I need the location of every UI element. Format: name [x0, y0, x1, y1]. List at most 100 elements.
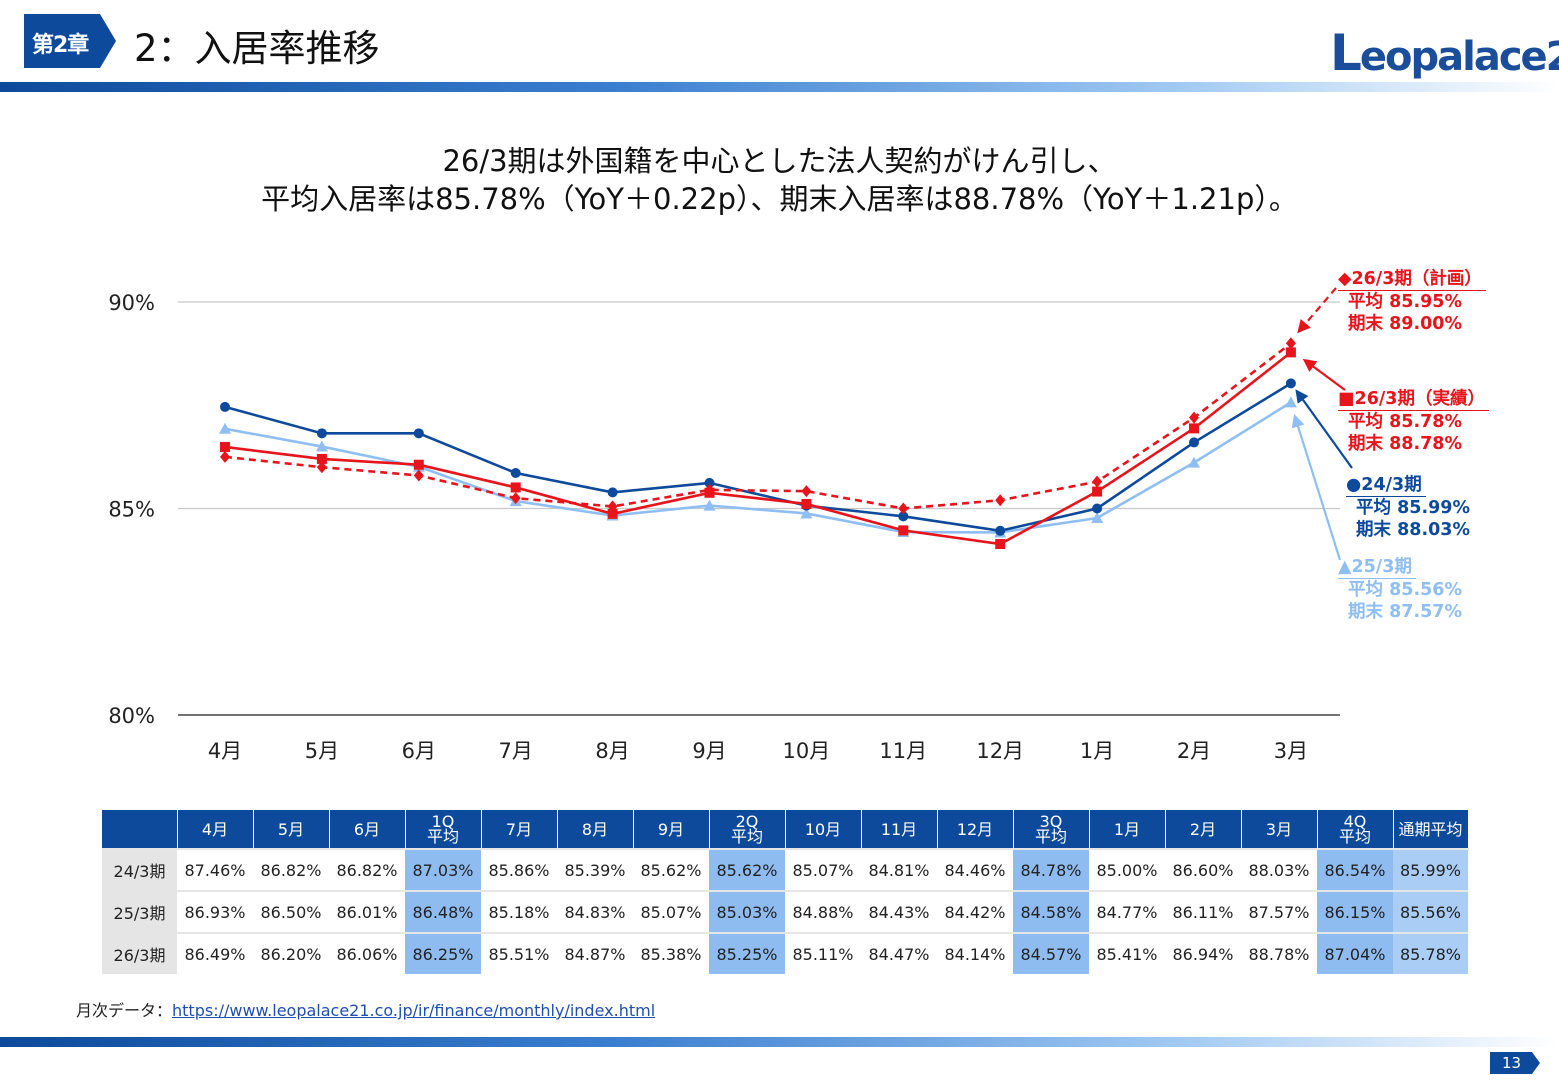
table-cell: 85.56%: [1393, 890, 1468, 933]
table-cell: 86.15%: [1317, 890, 1393, 933]
x-tick-label: 1月: [1080, 739, 1114, 763]
table-cell: 84.58%: [1013, 890, 1089, 933]
annotation-fy25: ▲25/3期 平均 85.56% 期末 87.57%: [1338, 556, 1462, 623]
table-cell: 86.60%: [1165, 848, 1241, 891]
x-tick-label: 4月: [208, 739, 242, 763]
table-body: 24/3期 87.46% 86.82% 86.82% 87.03% 85.86% 85.39…: [102, 848, 1468, 974]
table-cell: 84.46%: [937, 848, 1013, 891]
data-point: [801, 485, 812, 498]
data-point: [995, 494, 1006, 507]
annotation-plan-title: ◆26/3期（計画）: [1338, 268, 1486, 291]
table-row-label: 25/3期: [102, 890, 177, 933]
source-note: 月次データ：https://www.leopalace21.co.jp/ir/f…: [76, 997, 655, 1021]
data-point: [800, 507, 813, 519]
table-cell: 85.38%: [633, 932, 709, 974]
table-cell: 84.57%: [1013, 932, 1089, 974]
table-cell: 84.87%: [557, 932, 633, 974]
table-cell: 88.78%: [1241, 932, 1317, 974]
data-point: [898, 511, 909, 522]
annotation-actual: ■26/3期（実績） 平均 85.78% 期末 88.78%: [1338, 388, 1489, 455]
table-cell: 85.99%: [1393, 848, 1468, 891]
data-point: [219, 422, 231, 434]
annotation-fy25-title: ▲25/3期: [1338, 556, 1416, 579]
table-header-cell: 6月: [329, 810, 406, 849]
x-tick-label: 2月: [1177, 739, 1211, 763]
table-cell: 84.43%: [861, 890, 937, 933]
x-tick-label: 5月: [305, 739, 339, 763]
source-link[interactable]: https://www.leopalace21.co.jp/ir/finance…: [172, 1001, 656, 1020]
x-tick-label: 12月: [976, 739, 1024, 763]
data-point: [1188, 456, 1200, 468]
headline: 26/3期は外国籍を中心とした法人契約がけん引し、 平均入居率は85.78%（Y…: [0, 142, 1559, 218]
data-point: [1092, 475, 1103, 488]
table-cell: 85.41%: [1089, 932, 1165, 974]
table-header-cell: 4Q 平均: [1317, 810, 1394, 849]
table-header-cell: 4月: [177, 810, 254, 849]
series-line: [224, 351, 1292, 546]
table-cell: 85.11%: [785, 932, 861, 974]
data-point: [607, 487, 618, 498]
annotation-plan: ◆26/3期（計画） 平均 85.95% 期末 89.00%: [1338, 268, 1486, 335]
data-point: [316, 428, 327, 439]
callout-arrow-actual: [1302, 358, 1346, 391]
table-row: 25/3期 86.93% 86.50% 86.01% 86.48% 85.18% 84.83…: [102, 890, 1468, 933]
table-cell: 85.25%: [709, 932, 785, 974]
table-cell: 85.62%: [633, 848, 709, 891]
table-cell: 86.11%: [1165, 890, 1241, 933]
table-cell: 87.57%: [1241, 890, 1317, 933]
table-cell: 84.14%: [937, 932, 1013, 974]
table-cell: 85.51%: [481, 932, 557, 974]
page-number-shape: [1490, 1052, 1540, 1074]
headline-line-2: 平均入居率は85.78%（YoY＋0.22p）、期末入居率は88.78%（YoY…: [261, 182, 1298, 216]
table-cell: 86.82%: [329, 848, 405, 891]
table-header-cell: 1月: [1089, 810, 1166, 849]
table-cell: 84.81%: [861, 848, 937, 891]
annotation-fy25-avg: 平均 85.56%: [1348, 580, 1462, 600]
table-row-label: 26/3期: [102, 932, 177, 974]
table-cell: 84.78%: [1013, 848, 1089, 891]
data-point: [510, 482, 521, 493]
data-point: [413, 459, 424, 470]
table-cell: 86.93%: [177, 890, 253, 933]
table-row-label: 24/3期: [102, 848, 177, 891]
table-cell: 86.54%: [1317, 848, 1393, 891]
table-cell: 86.25%: [405, 932, 481, 974]
data-point: [1091, 511, 1104, 523]
table-header-cell: 9月: [633, 810, 710, 849]
x-tick-label: 3月: [1274, 739, 1308, 763]
page-title: 2：入居率推移: [134, 27, 380, 70]
table-cell: 85.18%: [481, 890, 557, 933]
series-line: [224, 342, 1292, 510]
chapter-badge-shape: [24, 14, 116, 68]
data-point: [220, 450, 230, 463]
x-tick-label: 11月: [879, 739, 927, 763]
table-cell: 84.77%: [1089, 890, 1165, 933]
table-cell: 85.07%: [633, 890, 709, 933]
table-header-cell: 8月: [557, 810, 634, 849]
source-label: 月次データ：: [76, 1001, 173, 1020]
x-tick-label: 6月: [402, 739, 436, 763]
annotation-fy24-title: ●24/3期: [1346, 474, 1426, 497]
data-point: [1285, 337, 1296, 350]
callout-arrow-fy24: [1295, 389, 1353, 469]
annotation-fy24-end: 期末 88.03%: [1356, 520, 1470, 540]
data-point: [703, 499, 716, 511]
table-cell: 87.03%: [405, 848, 481, 891]
table-cell: 85.86%: [481, 848, 557, 891]
annotation-fy24: ●24/3期 平均 85.99% 期末 88.03%: [1346, 474, 1470, 541]
occupancy-line-chart: 80% 85% 90% 4月 5月 6月 7月 8月 9月 10月 11月 12月 1月 2月 3月: [108, 287, 1353, 763]
table-header-cell: 2月: [1165, 810, 1242, 849]
table-header-cell: [102, 810, 178, 849]
table-cell: 88.03%: [1241, 848, 1317, 891]
data-point: [413, 469, 424, 482]
x-tick-label: 9月: [692, 739, 726, 763]
data-point: [1189, 423, 1199, 434]
table-header-cell: 通期平均: [1393, 810, 1469, 849]
table-cell: 84.83%: [557, 890, 633, 933]
data-point: [1284, 396, 1297, 408]
annotation-fy24-avg: 平均 85.99%: [1356, 498, 1470, 518]
x-tick-label: 7月: [499, 739, 533, 763]
y-tick-label: 80%: [108, 704, 155, 728]
callout-arrow-plan: [1297, 287, 1337, 334]
data-point: [316, 461, 327, 474]
